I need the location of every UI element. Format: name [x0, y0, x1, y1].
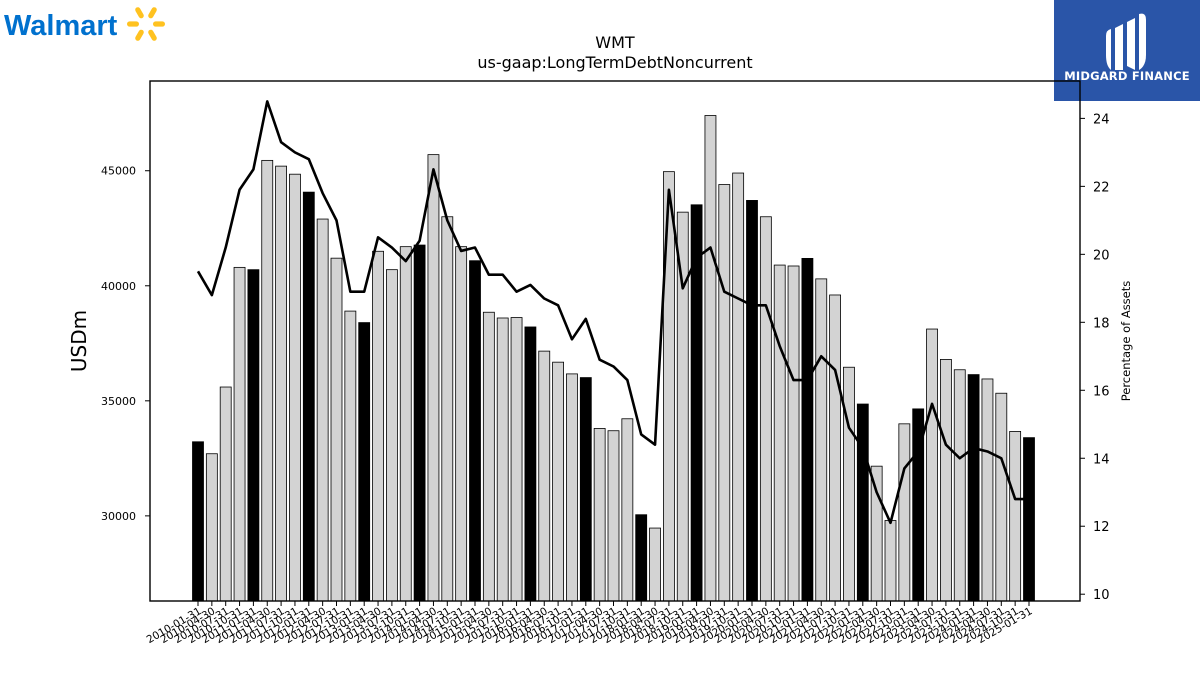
bar-2015-01-31	[469, 260, 481, 602]
bar-2012-07-31	[330, 257, 343, 602]
bar-2022-07-31	[884, 520, 897, 602]
bar-2015-04-30	[482, 311, 495, 602]
bar-2010-10-31	[233, 266, 246, 602]
y2-tick-label: 18	[1093, 316, 1110, 331]
bar-2014-04-30	[427, 154, 440, 602]
midgard-finance-logo: MIDGARD FINANCE	[1054, 0, 1200, 101]
bar-2013-01-31	[358, 322, 371, 602]
bar-2019-04-30	[704, 115, 717, 602]
bar-2010-04-30	[205, 453, 218, 602]
bar-2018-01-31	[635, 514, 648, 602]
walmart-spark-ray	[153, 21, 165, 27]
bar-2013-07-31	[385, 269, 398, 602]
y-tick-label: 45000	[101, 165, 136, 178]
y2-tick-label: 14	[1093, 452, 1110, 467]
bar-2010-07-31	[219, 386, 232, 602]
walmart-logo: Walmart	[4, 2, 174, 48]
bar-2013-04-30	[372, 250, 384, 602]
bar-2025-01-31	[1023, 437, 1035, 602]
bar-2022-10-31	[898, 423, 911, 602]
walmart-spark-icon	[127, 7, 165, 41]
y2-tick-label: 12	[1093, 520, 1110, 535]
bar-2016-01-31	[524, 326, 537, 602]
y2-tick-label: 22	[1093, 180, 1110, 195]
bar-2020-01-31	[746, 200, 758, 602]
bar-2017-04-30	[593, 428, 606, 602]
bar-2024-10-31	[1009, 431, 1022, 602]
bar-2011-01-31	[247, 269, 260, 602]
bar-2019-07-31	[718, 184, 731, 602]
bar-2018-10-31	[676, 211, 689, 602]
bar-2016-04-30	[538, 350, 551, 602]
bar-2012-01-31	[302, 191, 315, 602]
y2-tick-label: 16	[1093, 384, 1110, 399]
chart-title: WMT	[595, 33, 635, 52]
bar-2016-10-31	[566, 373, 578, 602]
y-tick-label: 35000	[101, 395, 136, 408]
walmart-spark-ray	[127, 21, 139, 27]
chart-subtitle: us-gaap:LongTermDebtNoncurrent	[477, 53, 753, 72]
bar-2021-07-31	[829, 294, 841, 602]
walmart-spark-ray	[135, 29, 144, 41]
walmart-spark-ray	[148, 7, 157, 19]
line-layer	[196, 100, 1029, 525]
bar-2010-01-31	[192, 441, 204, 602]
y2-tick-label: 20	[1093, 248, 1110, 263]
percent-of-assets-line	[196, 100, 1029, 525]
bar-2014-10-31	[455, 246, 468, 602]
bar-2023-07-31	[940, 359, 952, 602]
bar-2022-04-30	[870, 465, 883, 602]
bar-2016-07-31	[552, 361, 564, 602]
midgard-finance-name: MIDGARD FINANCE	[1064, 69, 1190, 83]
walmart-spark-ray	[135, 7, 144, 19]
bar-2022-01-31	[856, 403, 869, 602]
axes-layer: 3000035000400004500010121416182022242010…	[67, 80, 1133, 646]
bar-2023-04-30	[926, 328, 938, 602]
y-axis-label: USDm	[67, 310, 91, 372]
walmart-logo-text: Walmart	[4, 10, 118, 42]
bar-2020-10-31	[787, 265, 800, 602]
bar-2015-10-31	[510, 317, 523, 602]
bar-2020-07-31	[773, 264, 786, 602]
y2-tick-label: 10	[1093, 588, 1110, 603]
bar-2017-01-31	[579, 377, 592, 602]
bar-2018-07-31	[663, 171, 675, 602]
bar-2021-10-31	[843, 366, 855, 602]
bar-2023-10-31	[953, 369, 966, 602]
y-tick-label: 30000	[101, 510, 136, 523]
bar-2024-07-31	[995, 392, 1008, 602]
bar-2017-10-31	[621, 418, 634, 602]
bar-2021-01-31	[801, 257, 814, 602]
midgard-monogram-icon	[1106, 13, 1146, 71]
bar-2011-10-31	[289, 173, 301, 602]
bar-2021-04-30	[815, 278, 828, 602]
y-tick-label: 40000	[101, 280, 136, 293]
bar-2014-01-31	[413, 244, 426, 602]
bar-2011-07-31	[275, 165, 288, 602]
bars-layer	[192, 115, 1035, 602]
y2-tick-label: 24	[1093, 112, 1110, 127]
bar-2013-10-31	[399, 246, 412, 602]
bar-2015-07-31	[496, 317, 509, 602]
bar-2012-04-30	[316, 218, 329, 602]
bar-2017-07-31	[607, 430, 620, 602]
bar-2014-07-31	[441, 216, 454, 602]
bar-2011-04-30	[261, 159, 274, 602]
bar-2020-04-30	[759, 216, 772, 602]
plot-frame	[149, 80, 1081, 602]
bar-2024-01-31	[967, 374, 980, 602]
bar-2024-04-30	[981, 378, 994, 602]
y2-axis-label: Percentage of Assets	[1119, 281, 1133, 402]
bar-2019-10-31	[732, 172, 745, 602]
walmart-spark-ray	[148, 29, 157, 41]
bar-2018-04-30	[649, 527, 661, 602]
bar-2012-10-31	[344, 310, 357, 602]
